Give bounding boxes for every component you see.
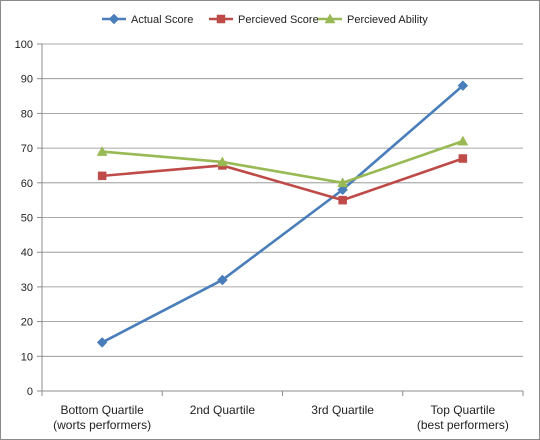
series-percieved-score: [97, 154, 468, 205]
y-tick-label-50: 50: [21, 213, 33, 225]
axes: [37, 43, 524, 396]
legend-marker-actual-score: [108, 13, 120, 25]
series-line-percieved-ability: [102, 139, 464, 185]
data-point-percieved-ability-4: [457, 135, 469, 146]
y-axis-ticks: 0 10 20 30 40 50 60 70 80 90 100: [15, 39, 33, 398]
legend-label-percieved-ability: Percieved Ability: [347, 14, 428, 26]
data-point-actual-score-3: [337, 184, 348, 196]
series-line-percieved-score: [102, 157, 464, 202]
y-tick-label-60: 60: [21, 178, 33, 190]
y-tick-label-70: 70: [21, 143, 33, 155]
legend-item-actual-score: Actual Score: [102, 13, 193, 26]
x-tick-label-1: Bottom Quartile (worts performers): [53, 403, 151, 432]
y-tick-label-10: 10: [21, 351, 33, 363]
legend-item-percieved-ability: Percieved Ability: [318, 13, 428, 26]
y-tick-label-40: 40: [21, 247, 33, 259]
series-line-actual-score: [101, 84, 464, 344]
legend-marker-percieved-ability: [324, 13, 336, 24]
data-point-percieved-score-1: [97, 171, 107, 181]
y-tick-label-30: 30: [21, 282, 33, 294]
y-tick-label-0: 0: [27, 386, 33, 398]
y-tick-label-100: 100: [15, 39, 33, 51]
y-tick-label-20: 20: [21, 317, 33, 329]
data-point-actual-score-1: [96, 337, 108, 348]
y-tick-label-80: 80: [21, 108, 33, 120]
data-point-percieved-ability-3: [337, 177, 349, 188]
x-tick-label-3: 3rd Quartile: [311, 403, 374, 417]
gridlines: [42, 43, 523, 357]
x-axis-ticks: Bottom Quartile (worts performers) 2nd Qua…: [53, 403, 509, 432]
legend-marker-percieved-score: [216, 14, 226, 24]
legend: Actual Score Percieved Score Percieved Abi…: [102, 13, 428, 26]
series-actual-score: [96, 80, 469, 348]
data-point-actual-score-2: [217, 274, 228, 286]
data-point-percieved-score-4: [458, 154, 468, 163]
y-tick-label-90: 90: [21, 74, 33, 86]
x-tick-label-4: Top Quartile (best performers): [417, 403, 509, 432]
data-point-percieved-score-3: [338, 195, 347, 205]
series-percieved-ability: [96, 135, 469, 188]
legend-item-percieved-score: Percieved Score: [209, 14, 319, 26]
data-point-percieved-ability-1: [96, 146, 108, 156]
series-group: [96, 80, 469, 348]
legend-label-actual-score: Actual Score: [131, 14, 193, 26]
legend-label-percieved-score: Percieved Score: [238, 14, 319, 26]
data-point-percieved-ability-2: [216, 156, 228, 167]
data-point-actual-score-4: [457, 80, 469, 91]
x-tick-label-2: 2nd Quartile: [190, 403, 256, 417]
